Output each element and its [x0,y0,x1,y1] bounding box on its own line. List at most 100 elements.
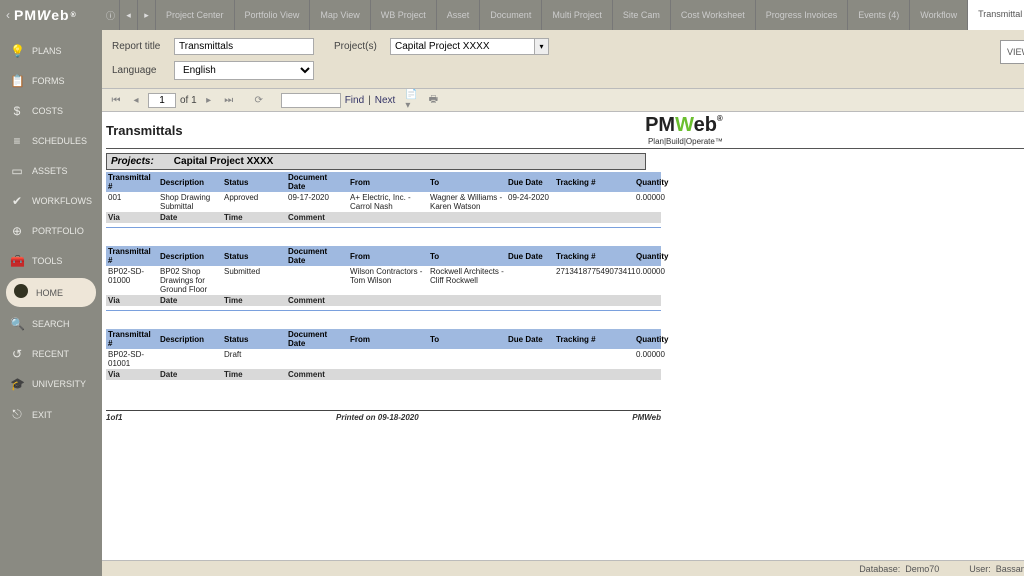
sidebar-item-plans[interactable]: 💡PLANS [0,36,102,66]
col-header: Status [222,246,286,266]
info-icon[interactable]: ⓘ [102,0,120,30]
tab-asset[interactable]: Asset [437,0,481,30]
sidebar-item-costs[interactable]: $COSTS [0,96,102,126]
language-select[interactable]: English [174,61,314,80]
view-report-button[interactable]: VIEW REPORT [1000,40,1024,64]
tab-site-cam[interactable]: Site Cam [613,0,671,30]
tab-map-view[interactable]: Map View [310,0,370,30]
tab-workflow[interactable]: Workflow [910,0,968,30]
search-icon: 🔍 [10,317,24,331]
prev-page-icon[interactable]: ◂ [128,92,144,108]
collapse-icon[interactable]: ‹ [6,8,10,22]
sidebar-item-forms[interactable]: 📋FORMS [0,66,102,96]
col-header: Transmittal # [106,329,158,349]
table-subheader: ViaDateTimeComment [106,295,661,306]
table-subheader: ViaDateTimeComment [106,369,661,380]
tab-project-center[interactable]: Project Center [156,0,235,30]
assets-icon: ▭ [10,164,24,178]
tab-wb-project[interactable]: WB Project [371,0,437,30]
last-page-icon[interactable]: ⏭ [221,92,237,108]
sidebar-item-university[interactable]: 🎓 UNIVERSITY [0,369,102,399]
nav-prev-icon[interactable]: ◂ [120,0,138,30]
col-header: Status [222,329,286,349]
sidebar-item-label: UNIVERSITY [32,379,86,389]
sidebar-item-workflows[interactable]: ✔WORKFLOWS [0,186,102,216]
col-header: Quantity [634,246,661,266]
tab-portfolio-view[interactable]: Portfolio View [235,0,311,30]
find-input[interactable] [281,93,341,108]
col-header: Due Date [506,246,554,266]
first-page-icon[interactable]: ⏮ [108,92,124,108]
col-header: From [348,329,428,349]
find-link[interactable]: Find [345,95,364,106]
col-header: Status [222,172,286,192]
tools-icon: 🧰 [10,254,24,268]
col-header: To [428,172,506,192]
report-brand-logo: PMWeb® Plan|Build|Operate™ [645,114,723,146]
project-bar: Projects: Capital Project XXXX [106,153,646,170]
sidebar-item-schedules[interactable]: ≡SCHEDULES [0,126,102,156]
sidebar-item-label: HOME [36,288,63,298]
col-header: Document Date [286,329,348,349]
schedules-icon: ≡ [10,134,24,148]
projects-select[interactable] [390,38,535,55]
col-header: Description [158,246,222,266]
sidebar-item-portfolio[interactable]: ⊕PORTFOLIO [0,216,102,246]
next-page-icon[interactable]: ▸ [201,92,217,108]
brand-logo: PMWeb® [14,7,77,23]
nav-next-icon[interactable]: ▸ [138,0,156,30]
col-header: Due Date [506,329,554,349]
next-link[interactable]: Next [375,95,396,106]
topbar: ⓘ ◂ ▸ Project CenterPortfolio ViewMap Vi… [102,0,1024,30]
col-header: Tracking # [554,329,634,349]
portfolio-icon: ⊕ [10,224,24,238]
page-input[interactable] [148,93,176,108]
sidebar-item-label: RECENT [32,349,69,359]
sidebar-item-search[interactable]: 🔍 SEARCH [0,309,102,339]
col-header: Document Date [286,172,348,192]
sidebar-item-exit[interactable]: ⎋EXIT [0,399,102,430]
table-row: 001Shop Drawing SubmittalApproved09-17-2… [106,192,661,212]
university-icon: 🎓 [10,377,24,391]
sidebar-item-assets[interactable]: ▭ASSETS [0,156,102,186]
pager-bar: ⏮ ◂ of 1 ▸ ⏭ ⟳ Find | Next 📄▾ 🖶 [102,89,1024,112]
tab-document[interactable]: Document [480,0,542,30]
col-header: Transmittal # [106,246,158,266]
refresh-icon[interactable]: ⟳ [251,92,267,108]
sidebar-item-home[interactable]: HOME [6,278,96,307]
sidebar-item-tools[interactable]: 🧰 TOOLS [0,246,102,276]
print-icon[interactable]: 🖶 [425,92,441,108]
sidebar-item-label: PLANS [32,46,62,56]
tab-multi-project[interactable]: Multi Project [542,0,613,30]
status-bar: Database: Demo70 User: Bassam Samman [102,560,1024,576]
sidebar-item-label: SEARCH [32,319,70,329]
projects-label: Project(s) [334,41,384,52]
col-header: To [428,329,506,349]
tab-transmittal[interactable]: Transmittal [968,0,1024,30]
col-header: Due Date [506,172,554,192]
export-icon[interactable]: 📄▾ [405,92,421,108]
report-title-label: Report title [112,41,168,52]
report-title-input[interactable] [174,38,314,55]
report-title: Transmittals [106,123,183,138]
tab-progress-invoices[interactable]: Progress Invoices [756,0,849,30]
col-header: Tracking # [554,246,634,266]
report-footer: 1of1 Printed on 09-18-2020 PMWeb [106,410,661,422]
sidebar-item-label: EXIT [32,410,52,420]
avatar-icon [14,284,28,301]
col-header: Quantity [634,172,661,192]
table-row: BP02-SD-01000BP02 Shop Drawings for Grou… [106,266,661,295]
sidebar-item-label: COSTS [32,106,63,116]
table-subheader: ViaDateTimeComment [106,212,661,223]
chevron-down-icon[interactable]: ▾ [535,38,549,55]
sidebar-item-label: TOOLS [32,256,62,266]
col-header: Tracking # [554,172,634,192]
sidebar-item-recent[interactable]: ↺RECENT [0,339,102,369]
col-header: Transmittal # [106,172,158,192]
tab-events-4-[interactable]: Events (4) [848,0,910,30]
sidebar: ‹ PMWeb® 💡PLANS📋FORMS$COSTS≡SCHEDULES▭AS… [0,0,102,576]
report-viewer: Transmittals PMWeb® Plan|Build|Operate™ … [102,112,1024,560]
forms-icon: 📋 [10,74,24,88]
tab-cost-worksheet[interactable]: Cost Worksheet [671,0,756,30]
col-header: To [428,246,506,266]
